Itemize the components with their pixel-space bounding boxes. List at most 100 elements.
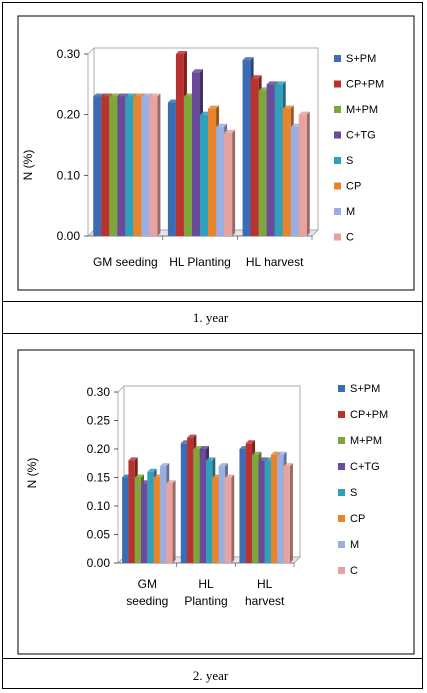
legend-label: C [350, 565, 358, 577]
bar-m-pm [258, 90, 267, 237]
legend-label: M [346, 206, 355, 218]
bar-side [231, 474, 235, 563]
legend-swatch [338, 385, 345, 392]
y-axis-label: N (%) [25, 458, 39, 489]
bar-top [109, 93, 121, 97]
bar-m [216, 126, 225, 236]
bar-c [149, 96, 158, 236]
bar-top [224, 129, 236, 133]
bar-top [258, 457, 268, 461]
bar-c [298, 114, 307, 236]
chart-year-2: 0.00 0.05 0.10 0.15 0.20 0.25 0.30 N (%) GM seedi… [17, 349, 415, 655]
bar-cp-pm [128, 460, 135, 563]
bar-s-pm [167, 102, 176, 237]
bar-top [93, 93, 105, 97]
bar-top [187, 434, 197, 438]
bar-m [290, 126, 299, 236]
bar-top [193, 446, 203, 449]
bar-m [277, 454, 284, 563]
bar-top [208, 105, 220, 109]
x-category-label: GM seeding [126, 577, 168, 608]
bar-c-tg [141, 483, 148, 563]
bar-s [125, 96, 134, 236]
y-tick-label: 0.10 [87, 499, 111, 513]
bar-top [242, 57, 254, 61]
bar-m [218, 466, 225, 563]
bar-s-pm [122, 477, 129, 563]
bar-top [141, 93, 153, 97]
bar-top [245, 440, 256, 444]
table-divider [2, 333, 423, 334]
bar-top [199, 446, 209, 449]
x-category-label: HL harvest [245, 577, 285, 608]
bar-c-tg [199, 449, 206, 563]
legend-label: C+TG [350, 461, 380, 473]
bar-top [250, 75, 262, 79]
bar-s-pm [239, 449, 246, 563]
bar-top [175, 51, 187, 54]
bar-cp-pm [250, 78, 259, 237]
legend-swatch [334, 131, 341, 139]
bar-m-pm [134, 477, 142, 563]
y-tick-label: 0.05 [87, 528, 111, 542]
legend-swatch [334, 208, 341, 215]
y-tick-label: 0.00 [57, 229, 81, 243]
bar-top [283, 463, 293, 467]
legend-swatch [334, 233, 341, 241]
bar-s [274, 84, 283, 236]
bar-top [166, 480, 176, 484]
bar-s [200, 114, 209, 236]
legend-label: CP [346, 181, 361, 193]
plot-side-edge [87, 47, 95, 55]
legend-swatch [338, 411, 345, 418]
bar-cp [270, 454, 278, 563]
legend-label: C+TG [346, 130, 376, 142]
bar-top [282, 105, 294, 109]
bar-cp [133, 96, 142, 236]
bar-m-pm [109, 96, 118, 236]
y-tick-label: 0.30 [87, 385, 111, 399]
y-tick-label: 0.30 [57, 47, 81, 61]
bar-top [191, 69, 203, 73]
x-category-label: HL Planting [184, 577, 227, 608]
y-tick-label: 0.15 [87, 471, 111, 485]
bar-c-tg [191, 72, 200, 236]
bar-top [277, 451, 287, 455]
chart-year-1: 0.00 0.10 0.20 0.30 N (%) GM seeding HL Planti… [17, 15, 415, 291]
plot-side-edge [117, 385, 125, 393]
bar-top [149, 93, 161, 97]
legend-label: S [350, 487, 357, 499]
legend-swatch [334, 182, 341, 190]
figure-table [2, 2, 423, 689]
bar-top [270, 451, 281, 455]
bar-side [232, 129, 236, 236]
y-tick-label: 0.20 [57, 108, 81, 122]
y-tick-label: 0.20 [87, 442, 111, 456]
legend-swatch [338, 489, 345, 496]
bar-cp [153, 477, 160, 563]
legend-label: S+PM [350, 383, 380, 395]
bar-cp-pm [101, 96, 110, 236]
legend-label: CP+PM [350, 409, 388, 421]
legend-label: M [350, 539, 359, 551]
y-tick-label: 0.00 [87, 556, 111, 570]
bar-m-pm [252, 454, 259, 563]
legend-swatch [334, 157, 341, 164]
y-tick-label: 0.10 [57, 168, 81, 182]
bar-s-pm [242, 60, 251, 236]
bar-c-tg [266, 84, 275, 236]
caption-year-1: 1. year [192, 310, 229, 325]
bar-c-tg [117, 96, 126, 236]
bar-cp [208, 108, 217, 236]
bar-cp [212, 477, 219, 563]
bar-cp-pm [175, 54, 184, 236]
bar-c [283, 466, 290, 563]
legend-swatch [338, 567, 345, 574]
caption-year-2: 2. year [192, 668, 229, 683]
bar-cp [282, 108, 291, 236]
legend-label: C [346, 232, 354, 244]
bar-side [157, 93, 161, 236]
bar-top [117, 93, 129, 97]
y-tick-label: 0.25 [87, 414, 111, 428]
bar-c-tg [258, 460, 265, 563]
